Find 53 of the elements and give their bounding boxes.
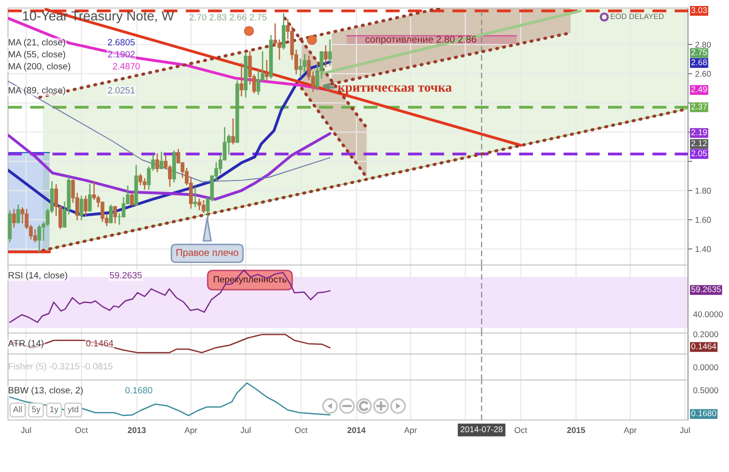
text: 2.75 <box>691 49 707 56</box>
x-tick-label: 2013 <box>128 427 146 434</box>
text: ATR (14) <box>8 340 44 348</box>
ref-line-label: 3.03 <box>691 7 707 14</box>
text: 0.5000 <box>693 387 718 394</box>
x-tick-label: Apr <box>184 427 198 435</box>
text: 2.49 <box>691 86 707 92</box>
x-tick-label: Apr <box>404 427 417 435</box>
annotation: сопротивление 2.80 2.86 <box>365 36 476 45</box>
y-tick-label: 1.40 <box>696 246 711 252</box>
x-tick-label: Oct <box>514 427 528 434</box>
text: MA (89, close) 2.0251 <box>8 86 135 96</box>
text: 59.2635 <box>691 286 721 292</box>
annotation: критическая точка <box>338 85 452 94</box>
text: 2.12 <box>691 140 707 146</box>
annotation: 59.2635 <box>110 272 142 278</box>
x-tick-label: Apr <box>624 427 637 435</box>
ref-line-label: 2.05 <box>691 150 707 156</box>
ref-line-label: 2.37 <box>691 104 707 110</box>
text: 2.68 <box>691 59 707 66</box>
text: MA (21, close) 2.6805 <box>8 38 135 48</box>
text: MA (55, close) 2.1902 <box>8 50 135 60</box>
x-tick-label: 2015 <box>567 427 586 434</box>
annotation: 0.1680 <box>125 387 152 394</box>
text: BBW (13, close, 2) <box>8 386 83 396</box>
annotation: All <box>13 406 22 412</box>
text: Fisher (5) -0.3215 -0.0815 <box>8 362 112 372</box>
ref-line-label: 2014-07-28 <box>460 426 503 432</box>
x-tick-label: Oct <box>75 427 88 434</box>
text: 40.0000 <box>693 311 723 318</box>
text: 0.0000 <box>693 364 718 370</box>
annotation: Правое плечо <box>176 249 238 258</box>
y-tick-label: 2.60 <box>695 70 711 77</box>
annotation: ytd <box>68 406 78 414</box>
x-tick-label: Jul <box>20 426 31 434</box>
x-tick-label: Jul <box>680 426 690 434</box>
y-tick-label: 2.80 <box>695 42 711 48</box>
annotation: 1y <box>50 406 58 414</box>
text: 0.1464 <box>691 343 716 350</box>
x-tick-label: 2014 <box>347 427 366 434</box>
text: RSI (14, close) <box>8 272 68 280</box>
text: 2.70 2.83 2.66 2.75 <box>190 14 267 20</box>
chart-title: 10-Year Treasury Note, W <box>23 11 174 24</box>
annotation: 0.1464 <box>86 340 114 346</box>
text: 2.19 <box>691 129 707 136</box>
y-tick-label: 1.60 <box>696 216 711 223</box>
text: MA (200, close) 2.4870 <box>8 62 140 72</box>
x-tick-label: Oct <box>294 427 308 434</box>
y-tick-label: 1.80 <box>696 188 711 194</box>
annotation: 5y <box>32 406 40 414</box>
text: 0.1680 <box>691 410 716 416</box>
x-tick-label: Jul <box>240 426 250 434</box>
text: 0.2000 <box>693 331 718 338</box>
